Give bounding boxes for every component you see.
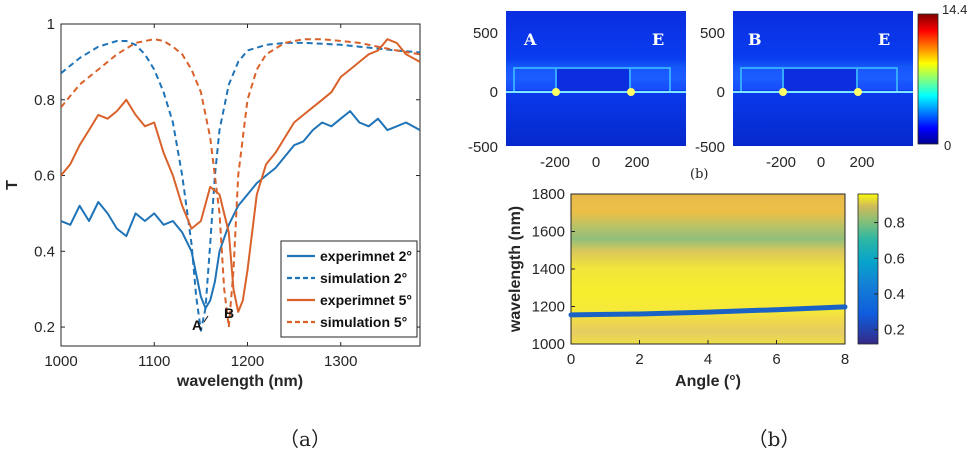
field-map-1-block-center [555,67,631,93]
angle-map [570,193,846,345]
field-map-1-hotspot-left [552,88,560,96]
series-line-3 [61,38,420,313]
map2-xtick-0: 0 [817,154,825,171]
map1-xtick-neg200: -200 [540,154,570,171]
caption-b: （b） [748,427,801,451]
angle-map-xlabel: Angle (°) [675,373,741,390]
angle-map-ylabel: wavelength (nm) [507,206,524,333]
plot-a-ylabel: T [4,180,21,190]
series-line-4 [61,38,420,329]
map2-xtick-neg200: -200 [766,154,796,171]
plot-a-xtick-label: 1000 [44,353,77,370]
angle-colorbar-tick-label: 0.2 [884,322,905,339]
series-line-2 [61,40,420,332]
field-map-1: A E [506,11,686,146]
panel-b-top: A E B E 500 0 -500 500 0 -500 -200 0 200… [468,2,967,182]
angle-colorbar-tick-label: 0.8 [884,215,905,232]
field-map-2-left-label: B [748,30,762,49]
annotation-A: A [192,317,202,333]
angle-map-ytick-label: 1200 [532,299,565,316]
map2-ytick-neg500: -500 [695,139,725,156]
field-colorbar [917,13,939,145]
legend-label-3: experimnet 5° [320,292,412,308]
angle-map-y-ticks: 1000 1200 1400 1600 1800 [532,186,575,353]
plot-a-ytick-label: 0.2 [34,319,55,336]
legend-label-4: simulation 5° [320,314,407,330]
annotation-B: B [224,305,234,321]
angle-map-ytick-label: 1000 [532,336,565,353]
series-line-1 [61,110,420,310]
plot-a-ytick-label: 0.8 [34,92,55,109]
field-map-1-hotspot-right [627,88,635,96]
plot-a-xtick-label: 1200 [231,353,264,370]
field-colorbar-max: 14.4 [942,2,967,17]
field-map-2-hotspot-left [779,88,787,96]
map1-ytick-neg500: -500 [468,139,498,156]
map1-ytick-500: 500 [473,25,498,42]
field-map-2-block-center [782,67,858,93]
angle-colorbar-ticks: 0.8 0.6 0.4 0.2 [874,215,905,339]
field-map-2-hotspot-right [854,88,862,96]
resonance-line [568,304,848,318]
plot-a-ytick-label: 0.4 [34,243,55,260]
map2-ytick-0: 0 [717,84,725,101]
legend-label-2: simulation 2° [320,270,407,286]
map2-ytick-500: 500 [700,25,725,42]
map1-xtick-200: 200 [624,154,649,171]
caption-b-small: (b) [690,167,708,182]
caption-a: （a） [279,427,331,451]
annotation-A-pointer [203,315,209,323]
legend: experimnet 2° simulation 2° experimnet 5° s… [280,240,418,338]
angle-colorbar-tick-label: 0.4 [884,286,905,303]
angle-map-ytick-label: 1400 [532,261,565,278]
field-map-2: B E [733,11,913,146]
plot-a-xlabel: wavelength (nm) [176,373,303,390]
plot-a-x-ticks: 1000 1100 1200 1300 [44,24,357,370]
angle-colorbar-tick-label: 0.6 [884,250,905,267]
plot-a-series [61,38,420,332]
plot-a-ytick-label: 1 [47,16,55,33]
angle-colorbar [857,193,879,345]
plot-a-y-ticks: 0.2 0.4 0.6 0.8 1 [34,16,420,336]
plot-a-ytick-label: 0.6 [34,168,55,185]
map1-xtick-0: 0 [592,154,600,171]
map2-xtick-200: 200 [849,154,874,171]
field-map-1-left-label: A [523,30,537,49]
plot-a-xtick-label: 1100 [138,353,170,370]
plot-a-xtick-label: 1300 [324,353,357,370]
angle-map-x-ticks: 0 2 4 6 8 [567,340,849,368]
panel-a: 1000 1100 1200 1300 0.2 0.4 0.6 0.8 1 wavelengt… [4,16,421,390]
panel-b-bottom: 1000 1200 1400 1600 1800 0 2 4 6 8 Angle (°) wav… [507,186,905,390]
angle-map-xtick-label: 4 [704,351,712,368]
field-map-2-right-label: E [878,30,890,49]
angle-map-xtick-label: 0 [567,351,575,368]
legend-label-1: experimnet 2° [320,248,412,264]
field-map-1-right-label: E [652,30,664,49]
angle-map-ytick-label: 1600 [532,224,565,241]
angle-map-ytick-label: 1800 [532,186,565,203]
angle-map-xtick-label: 2 [635,351,643,368]
field-colorbar-min: 0 [944,138,951,153]
map1-ytick-0: 0 [490,84,498,101]
angle-map-xtick-label: 8 [841,351,849,368]
legend-items: experimnet 2° simulation 2° experimnet 5° s… [287,248,412,330]
angle-map-xtick-label: 6 [772,351,780,368]
